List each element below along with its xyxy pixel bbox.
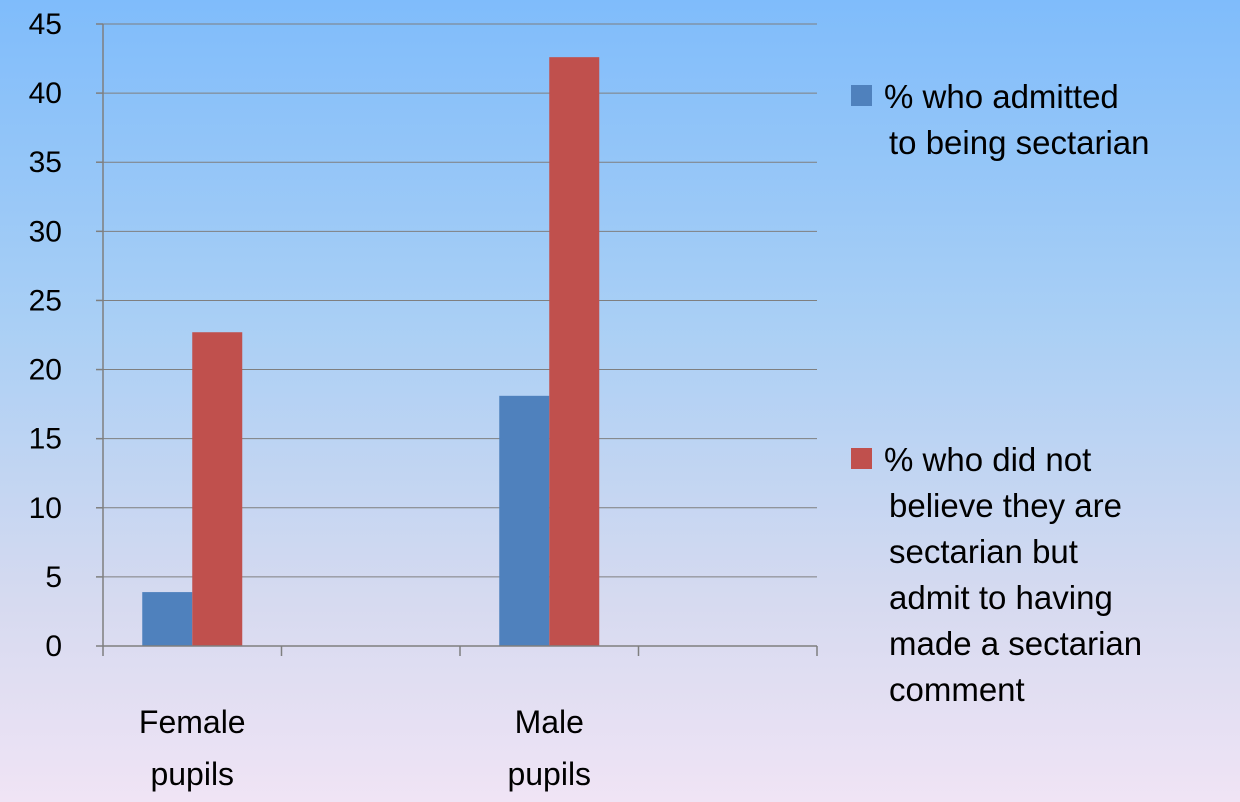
x-category-label: Male pupils xyxy=(507,704,591,792)
legend-label-line: to being sectarian xyxy=(889,124,1150,161)
y-tick-label: 25 xyxy=(29,284,62,317)
y-axis: 0 5 10 15 20 25 30 35 40 45 xyxy=(29,8,104,663)
y-tick-label: 45 xyxy=(29,8,62,41)
legend-item-2: % who did not believe they are sectarian b… xyxy=(851,441,1142,708)
y-tick-label: 20 xyxy=(29,354,62,387)
y-tick-label: 0 xyxy=(45,630,62,663)
x-category-label: Female pupils xyxy=(139,704,246,792)
legend-label-line: comment xyxy=(889,671,1025,708)
legend-label: % who did not believe they are sectarian b… xyxy=(884,441,1142,708)
y-tick-label: 35 xyxy=(29,146,62,179)
legend-item-1: % who admitted to being sectarian xyxy=(851,78,1150,161)
legend-label: % who admitted to being sectarian xyxy=(884,78,1150,161)
bar-series-1-cat-2 xyxy=(499,395,550,646)
x-axis: Female pupils Male pupils xyxy=(102,645,818,792)
legend: % who admitted to being sectarian % who di… xyxy=(851,78,1150,708)
legend-label-line: made a sectarian xyxy=(889,625,1142,662)
x-category-label-line: Male xyxy=(515,704,584,740)
bar-series-2-cat-2 xyxy=(549,57,600,646)
bar-series-1-cat-1 xyxy=(142,592,193,646)
bars xyxy=(142,57,600,646)
legend-label-line: admit to having xyxy=(889,579,1113,616)
legend-label-line: % who did not xyxy=(884,441,1091,478)
x-category-label-line: pupils xyxy=(150,756,234,792)
legend-swatch xyxy=(851,85,872,106)
bar-series-2-cat-1 xyxy=(192,332,243,646)
legend-label-line: sectarian but xyxy=(889,533,1078,570)
y-tick-label: 30 xyxy=(29,215,62,248)
legend-label-line: believe they are xyxy=(889,487,1122,524)
y-tick-label: 10 xyxy=(29,492,62,525)
y-tick-label: 15 xyxy=(29,423,62,456)
y-tick-label: 5 xyxy=(45,561,62,594)
legend-swatch xyxy=(851,448,872,469)
x-category-label-line: pupils xyxy=(507,756,591,792)
x-category-label-line: Female xyxy=(139,704,246,740)
legend-label-line: % who admitted xyxy=(884,78,1119,115)
y-tick-label: 40 xyxy=(29,77,62,110)
